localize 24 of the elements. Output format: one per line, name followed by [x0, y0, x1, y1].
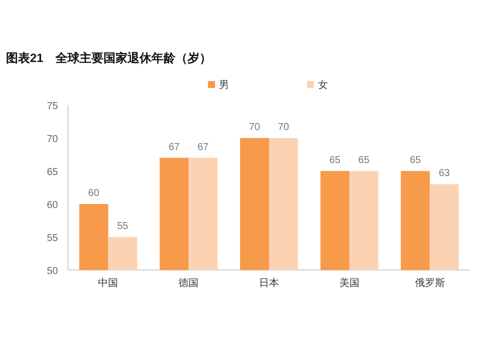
y-tick-label: 70 [46, 134, 58, 145]
x-tick-label: 俄罗斯 [414, 277, 445, 289]
data-label: 67 [168, 142, 180, 153]
y-tick-label: 60 [46, 200, 58, 211]
y-tick-label: 75 [46, 101, 58, 112]
legend-label: 男 [219, 80, 229, 91]
data-label: 70 [248, 122, 261, 133]
data-label: 65 [410, 155, 422, 166]
y-tick-label: 50 [46, 266, 58, 277]
y-tick-label: 65 [46, 167, 58, 178]
data-label: 63 [438, 168, 450, 180]
y-tick-label: 55 [46, 233, 58, 244]
x-tick-label: 美国 [339, 277, 360, 289]
x-tick-label: 中国 [98, 277, 118, 289]
data-label: 65 [329, 155, 341, 166]
x-tick-label: 德国 [178, 278, 199, 289]
data-label: 60 [88, 188, 100, 199]
data-label: 67 [198, 142, 210, 153]
data-label: 55 [117, 221, 129, 232]
data-label: 70 [278, 122, 290, 133]
chart-title: 图表21 全球主要国家退休年龄（岁） [6, 51, 212, 65]
legend-label: 女 [318, 79, 328, 91]
x-tick-label: 日本 [259, 277, 279, 289]
data-label: 65 [358, 155, 370, 166]
